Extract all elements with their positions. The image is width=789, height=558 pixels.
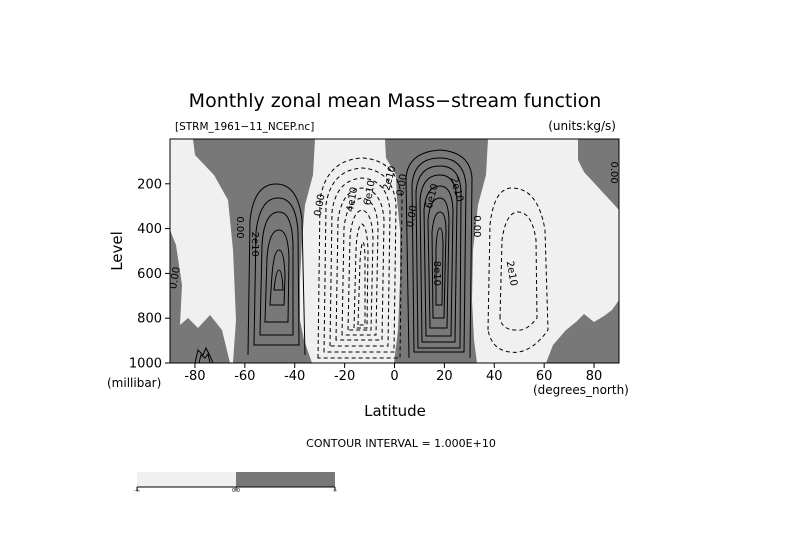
y-tick-label: 200 — [137, 177, 162, 192]
x-units-label: (degrees_north) — [533, 383, 629, 397]
contour-label: 0.00 — [405, 204, 420, 228]
units-label: (units:kg/s) — [548, 119, 616, 133]
chart-title: Monthly zonal mean Mass−stream function — [189, 90, 602, 112]
contour-label: 0.00 — [395, 173, 410, 197]
x-tick-label: -80 — [184, 369, 205, 384]
x-tick-label: -60 — [234, 369, 255, 384]
y-tick-label: 800 — [137, 312, 162, 327]
x-tick-label: -20 — [334, 369, 355, 384]
contour-label: 0.00 — [608, 161, 619, 183]
y-tick-label: 1000 — [129, 357, 162, 372]
contour-label: 0.00 — [471, 215, 482, 237]
file-label: [STRM_1961−11_NCEP.nc] — [175, 121, 314, 133]
x-tick-label: 20 — [436, 369, 453, 384]
x-axis-label: Latitude — [364, 402, 426, 420]
contour-label: 8e10 — [431, 261, 442, 286]
x-tick-label: 0 — [390, 369, 398, 384]
colorbar-label-max: ∞ — [333, 488, 337, 494]
contour-interval-label: CONTOUR INTERVAL = 1.000E+10 — [306, 437, 496, 450]
positive-contours-north — [405, 149, 473, 359]
contour-label: 0.00 — [234, 216, 245, 238]
y-axis-ticks: 200 400 600 800 1000 — [129, 177, 170, 372]
x-axis-ticks: -80 -60 -40 -20 0 20 40 60 80 — [184, 363, 602, 384]
x-tick-label: 80 — [586, 369, 603, 384]
contour-label: 2e10 — [249, 232, 260, 257]
y-units-label: (millibar) — [107, 376, 161, 390]
colorbar-label-min: -∞ — [134, 488, 140, 494]
contour-label: 4e10 — [345, 186, 360, 213]
colorbar-label-zero: 0.0 — [232, 488, 240, 494]
negative-contours-north-ferrel — [487, 187, 549, 353]
y-tick-label: 400 — [137, 222, 162, 237]
x-tick-label: 40 — [486, 369, 503, 384]
colorbar-positive-swatch — [236, 472, 335, 487]
positive-region-arctic-lower — [546, 300, 619, 363]
colorbar: -∞ 0.0 ∞ — [134, 472, 337, 494]
negative-contours-equatorial — [317, 157, 403, 359]
contour-label: 0.00 — [313, 193, 328, 217]
positive-contours-south — [247, 183, 306, 356]
y-tick-label: 600 — [137, 267, 162, 282]
contour-label: 0.00 — [168, 266, 183, 290]
positive-region-arctic — [578, 139, 619, 210]
colorbar-negative-swatch — [137, 472, 236, 487]
positive-region-antarctic — [170, 230, 230, 363]
x-tick-label: 60 — [536, 369, 553, 384]
y-axis-label: Level — [108, 231, 126, 271]
positive-region-south — [193, 139, 315, 363]
contour-label: 2e10 — [504, 260, 519, 287]
contour-label: 6e10 — [362, 179, 377, 206]
antarctic-contours — [194, 346, 214, 363]
x-tick-label: -40 — [284, 369, 305, 384]
